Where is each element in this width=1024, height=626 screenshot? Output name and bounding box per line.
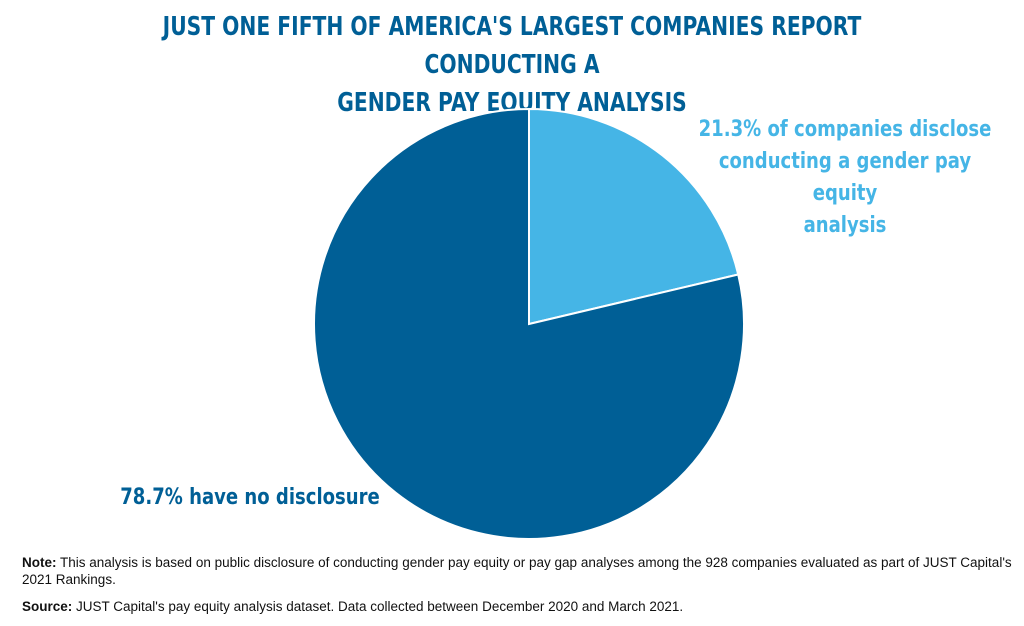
- source-label: Source:: [22, 599, 73, 614]
- source-text: JUST Capital's pay equity analysis datas…: [72, 599, 684, 614]
- slice-label-no-disclosure: 78.7% have no disclosure: [119, 482, 381, 514]
- note-label: Note:: [22, 555, 57, 570]
- pie-slice-disclose: [528, 107, 740, 326]
- slice-label-disclose-line-3: analysis: [803, 213, 887, 238]
- slice-label-disclose-line-1: 21.3% of companies disclose: [698, 117, 992, 142]
- note: Note: This analysis is based on public d…: [22, 554, 1012, 588]
- chart-title-line-1: JUST ONE FIFTH OF AMERICA'S LARGEST COMP…: [162, 12, 862, 80]
- pie-slices: [313, 107, 745, 540]
- chart-title: JUST ONE FIFTH OF AMERICA'S LARGEST COMP…: [144, 8, 880, 122]
- slice-label-no-disclosure-line-1: 78.7% have no disclosure: [120, 485, 380, 510]
- note-text: This analysis is based on public disclos…: [22, 555, 1012, 587]
- slice-label-disclose-line-2: conducting a gender pay equity: [718, 149, 972, 206]
- pie-slice-no-disclosure: [313, 107, 745, 540]
- source: Source: JUST Capital's pay equity analys…: [22, 598, 1012, 615]
- slice-label-disclose: 21.3% of companies disclose conducting a…: [685, 114, 1005, 242]
- footnotes: Note: This analysis is based on public d…: [22, 554, 1012, 625]
